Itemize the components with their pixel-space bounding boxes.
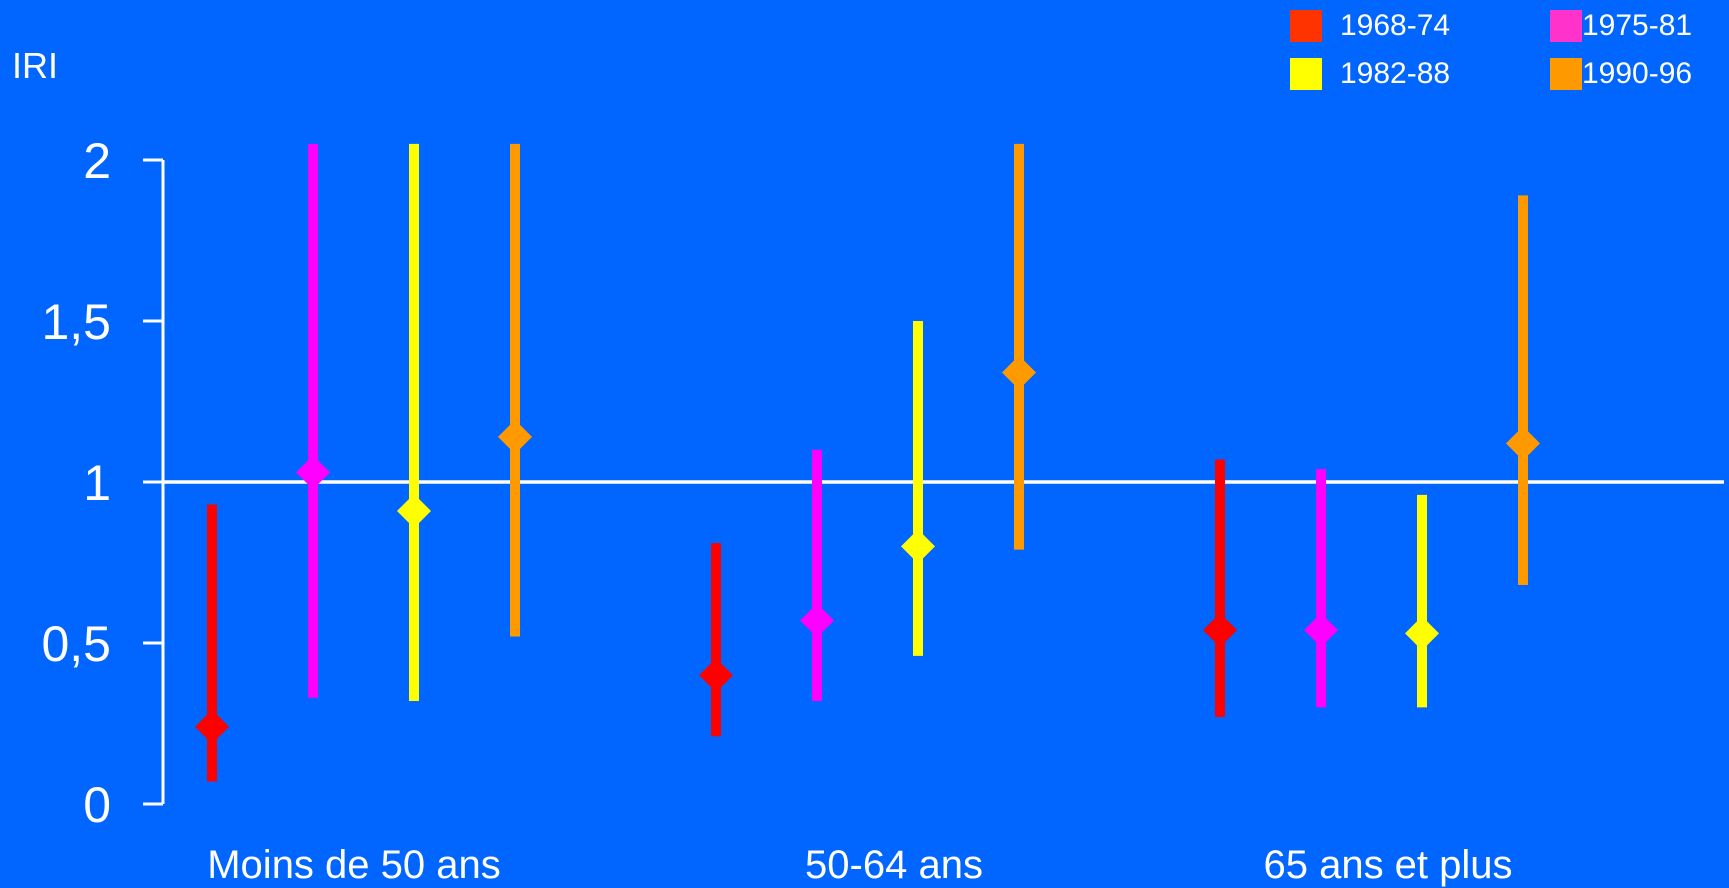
x-tick-label: Moins de 50 ans bbox=[207, 843, 501, 887]
data-marks bbox=[195, 143, 1540, 782]
legend-swatch-1975-81 bbox=[1550, 10, 1582, 42]
y-axis-title: IRI bbox=[12, 45, 59, 86]
point-marker-1982-88 bbox=[901, 529, 935, 564]
y-tick-label: 1 bbox=[83, 455, 111, 511]
legend-swatch-1982-88 bbox=[1290, 58, 1322, 90]
legend-item-1968-74: 1968-74 bbox=[1290, 8, 1450, 44]
axes: 0 0,5 1 1,5 2 bbox=[41, 133, 1724, 833]
x-tick-labels: Moins de 50 ans 50-64 ans 65 ans et plus bbox=[207, 843, 1512, 887]
legend-label-1982-88: 1982-88 bbox=[1340, 57, 1451, 90]
point-marker-1982-88 bbox=[1405, 616, 1439, 651]
y-tick-label: 0 bbox=[83, 777, 111, 833]
x-tick-label: 50-64 ans bbox=[805, 843, 983, 887]
x-tick-label: 65 ans et plus bbox=[1263, 843, 1512, 887]
point-marker-1975-81 bbox=[800, 603, 834, 638]
point-marker-1990-96 bbox=[1506, 426, 1540, 461]
point-marker-1975-81 bbox=[1304, 613, 1338, 648]
point-marker-1968-74 bbox=[1203, 613, 1237, 648]
point-marker-1990-96 bbox=[1002, 355, 1036, 390]
y-tick-label: 0,5 bbox=[41, 616, 111, 672]
legend-item-1990-96: 1990-96 bbox=[1550, 56, 1692, 92]
point-marker-1982-88 bbox=[397, 493, 431, 528]
legend-item-1975-81: 1975-81 bbox=[1550, 8, 1692, 44]
legend-swatch-1990-96 bbox=[1550, 58, 1582, 90]
legend-swatch-1968-74 bbox=[1290, 10, 1322, 42]
y-tick-label: 1,5 bbox=[41, 294, 111, 350]
legend-item-1982-88: 1982-88 bbox=[1290, 56, 1450, 92]
legend-label-1968-74: 1968-74 bbox=[1340, 9, 1451, 42]
point-marker-1990-96 bbox=[498, 419, 532, 454]
point-marker-1975-81 bbox=[296, 455, 330, 490]
legend: 1968-74 1975-81 1982-88 1990-96 bbox=[1290, 8, 1729, 108]
legend-label-1990-96: 1990-96 bbox=[1582, 57, 1693, 90]
point-marker-1968-74 bbox=[195, 709, 229, 744]
y-tick-label: 2 bbox=[83, 133, 111, 189]
legend-label-1975-81: 1975-81 bbox=[1582, 9, 1693, 42]
point-marker-1968-74 bbox=[699, 658, 733, 693]
